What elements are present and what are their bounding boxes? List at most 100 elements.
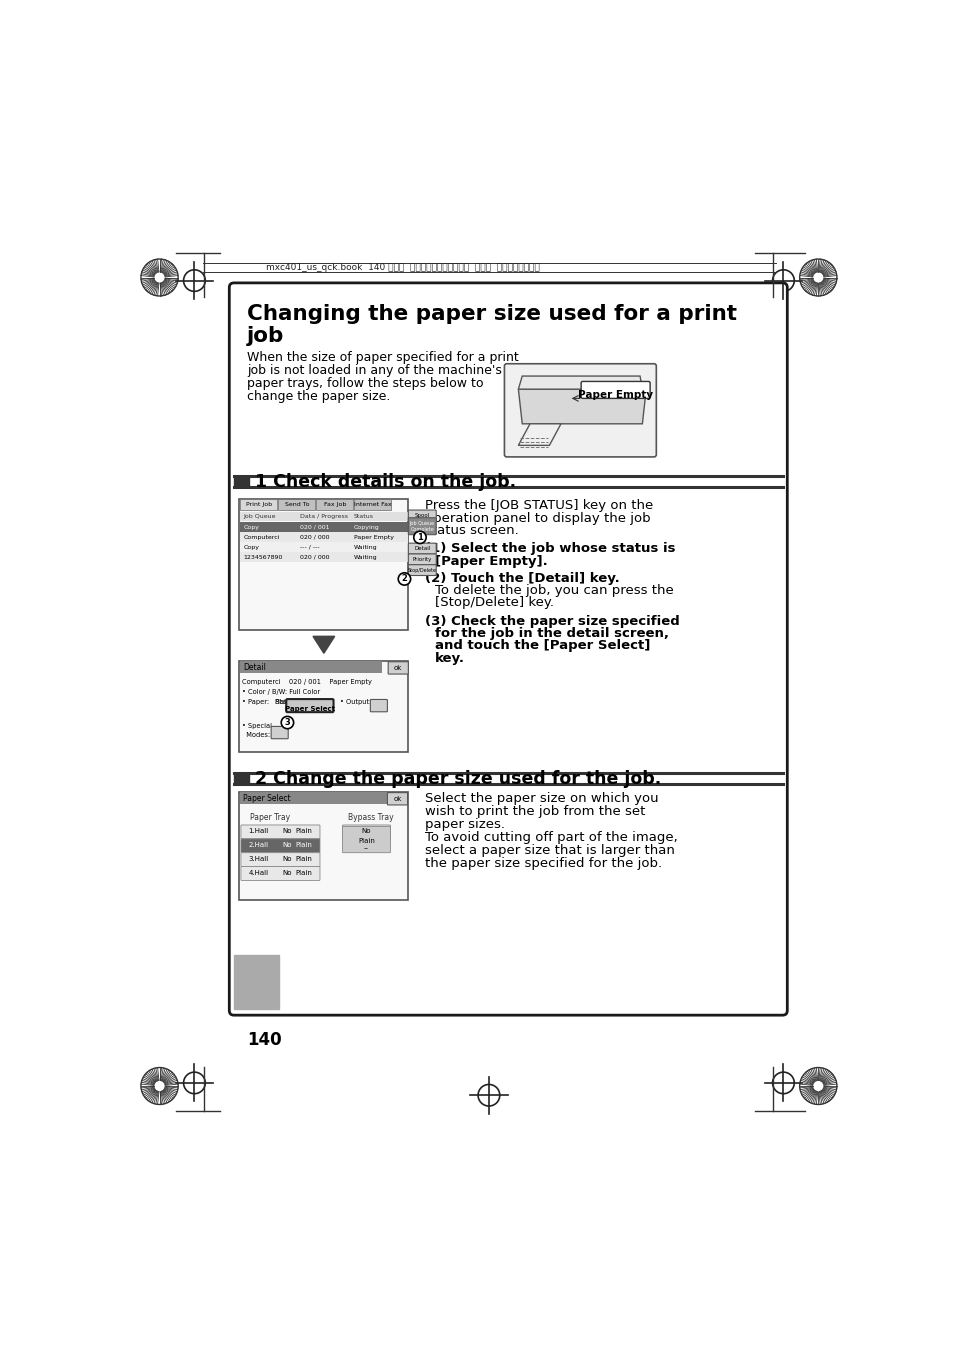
Text: • Output:: • Output:	[340, 699, 371, 706]
Bar	[240, 662, 381, 674]
Text: Plain: Plain	[274, 699, 290, 706]
Text: 020 / 000: 020 / 000	[299, 555, 329, 560]
Bar	[240, 543, 407, 552]
Text: Copy: Copy	[243, 545, 259, 549]
Text: Modes:: Modes:	[242, 732, 271, 738]
Text: [Stop/Delete] key.: [Stop/Delete] key.	[435, 597, 553, 609]
Text: the paper size specified for the job.: the paper size specified for the job.	[425, 857, 661, 871]
Text: Fax Job: Fax Job	[324, 502, 346, 508]
Circle shape	[414, 531, 426, 544]
Text: status screen.: status screen.	[425, 524, 518, 537]
Polygon shape	[517, 424, 560, 446]
Circle shape	[281, 717, 294, 729]
Text: Changing the paper size used for a print: Changing the paper size used for a print	[247, 305, 737, 324]
Text: Internet Fax: Internet Fax	[354, 502, 392, 508]
Text: Waiting: Waiting	[354, 545, 377, 549]
Text: Bypass Tray: Bypass Tray	[348, 814, 394, 822]
Text: (1) Select the job whose status is: (1) Select the job whose status is	[425, 543, 675, 555]
FancyBboxPatch shape	[388, 662, 408, 674]
Text: paper trays, follow the steps below to: paper trays, follow the steps below to	[247, 377, 483, 390]
Bar	[239, 500, 408, 630]
FancyBboxPatch shape	[408, 543, 436, 554]
Text: Job Queue: Job Queue	[243, 514, 275, 518]
Bar	[240, 522, 407, 532]
Text: job is not loaded in any of the machine's: job is not loaded in any of the machine'…	[247, 363, 501, 377]
Text: Data / Progress: Data / Progress	[299, 514, 348, 518]
Text: change the paper size.: change the paper size.	[247, 390, 390, 402]
Text: mxc401_us_qck.book  140 ページ  ２００８年１０月１６日  木曜日  午前１０晎５１分: mxc401_us_qck.book 140 ページ ２００８年１０月１６日 木…	[266, 263, 539, 271]
FancyBboxPatch shape	[408, 510, 436, 521]
Text: Priority: Priority	[412, 556, 432, 562]
FancyBboxPatch shape	[241, 825, 319, 838]
Text: 1: 1	[416, 533, 422, 541]
Text: Print Job: Print Job	[246, 502, 272, 508]
Text: Computerci    020 / 001    Paper Empty: Computerci 020 / 001 Paper Empty	[242, 679, 372, 686]
Text: key.: key.	[435, 652, 464, 664]
Bar	[240, 552, 407, 563]
Text: 1.Hall: 1.Hall	[249, 828, 269, 834]
Text: No: No	[282, 828, 292, 834]
Text: No: No	[361, 828, 371, 834]
Text: Press the [JOB STATUS] key on the: Press the [JOB STATUS] key on the	[425, 500, 653, 512]
Text: When the size of paper specified for a print: When the size of paper specified for a p…	[247, 351, 518, 363]
Text: Computerci: Computerci	[243, 535, 279, 540]
Text: Plain: Plain	[294, 856, 312, 861]
FancyBboxPatch shape	[580, 382, 649, 398]
Text: Paper Empty: Paper Empty	[354, 535, 394, 540]
FancyBboxPatch shape	[504, 363, 656, 456]
Text: --- / ---: --- / ---	[299, 545, 319, 549]
FancyBboxPatch shape	[241, 853, 319, 867]
Text: 020 / 001: 020 / 001	[299, 525, 329, 529]
Text: Waiting: Waiting	[354, 555, 377, 560]
Text: Job Queue
Complete: Job Queue Complete	[409, 521, 435, 532]
Text: 4.Hall: 4.Hall	[249, 869, 269, 876]
Text: 2.Hall: 2.Hall	[249, 842, 269, 848]
Text: job: job	[247, 325, 284, 346]
Text: Send To: Send To	[285, 502, 309, 508]
Text: (3) Check the paper size specified: (3) Check the paper size specified	[425, 614, 679, 628]
Bar	[240, 500, 277, 510]
Text: Paper Select: Paper Select	[243, 794, 291, 802]
Text: Plain: Plain	[294, 869, 312, 876]
Text: Stop/Delete: Stop/Delete	[407, 567, 436, 572]
Bar	[233, 774, 249, 784]
Text: 3.Hall: 3.Hall	[249, 856, 269, 861]
Text: ok: ok	[393, 795, 401, 802]
Polygon shape	[517, 389, 645, 424]
Text: Paper Tray: Paper Tray	[250, 814, 290, 822]
Bar	[233, 477, 249, 487]
Text: To avoid cutting off part of the image,: To avoid cutting off part of the image,	[425, 832, 678, 844]
Text: 140: 140	[247, 1030, 281, 1049]
FancyBboxPatch shape	[370, 699, 387, 711]
Text: Paper Empty: Paper Empty	[578, 390, 652, 400]
Text: Detail: Detail	[414, 545, 430, 551]
FancyBboxPatch shape	[241, 867, 319, 880]
FancyBboxPatch shape	[271, 726, 288, 738]
Bar	[315, 500, 353, 510]
Text: paper sizes.: paper sizes.	[425, 818, 505, 832]
Text: 1 Check details on the job.: 1 Check details on the job.	[254, 472, 516, 490]
Text: • Special: • Special	[242, 722, 273, 729]
Text: To delete the job, you can press the: To delete the job, you can press the	[435, 585, 673, 597]
Text: Plain: Plain	[294, 842, 312, 848]
Bar	[240, 532, 407, 543]
Text: select a paper size that is larger than: select a paper size that is larger than	[425, 844, 675, 857]
Text: Spool: Spool	[415, 513, 430, 518]
FancyBboxPatch shape	[408, 564, 436, 575]
Text: and touch the [Paper Select]: and touch the [Paper Select]	[435, 640, 649, 652]
Text: No: No	[282, 869, 292, 876]
Text: No: No	[282, 842, 292, 848]
FancyBboxPatch shape	[342, 825, 390, 838]
Text: wish to print the job from the set: wish to print the job from the set	[425, 805, 645, 818]
Text: Plain
--: Plain --	[357, 838, 375, 852]
Text: • Paper:   Staple: • Paper: Staple	[242, 699, 296, 706]
FancyBboxPatch shape	[408, 518, 436, 535]
Polygon shape	[517, 377, 641, 389]
FancyBboxPatch shape	[241, 838, 319, 853]
Text: for the job in the detail screen,: for the job in the detail screen,	[435, 628, 668, 640]
Bar	[240, 512, 407, 521]
FancyBboxPatch shape	[342, 826, 390, 853]
Text: No: No	[282, 856, 292, 861]
Bar	[278, 500, 315, 510]
Circle shape	[397, 572, 410, 585]
